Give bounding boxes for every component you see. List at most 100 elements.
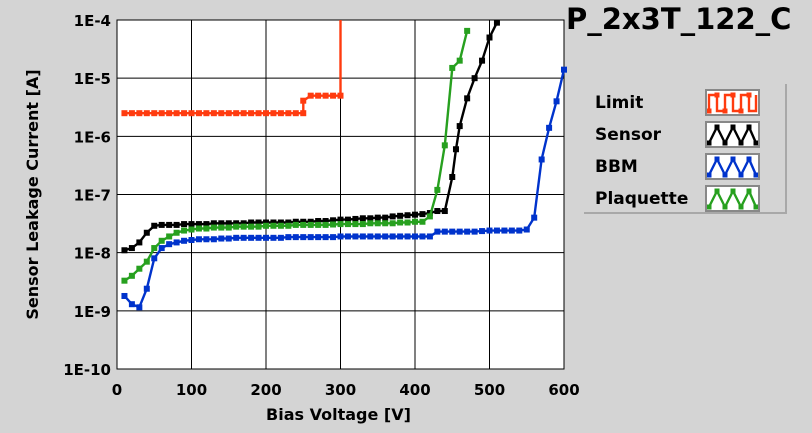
x-tick-label: 100 <box>176 381 207 399</box>
data-point-bbm <box>300 234 307 241</box>
data-point-bbm <box>389 233 396 240</box>
legend-marker <box>707 108 712 114</box>
x-tick-label: 600 <box>548 381 579 399</box>
data-point-bbm <box>374 233 381 240</box>
data-point-limit <box>248 110 255 117</box>
data-point-plaquette <box>397 219 404 226</box>
data-point-bbm <box>404 233 411 240</box>
y-tick-label: 1E-10 <box>63 361 111 379</box>
legend-marker <box>753 172 758 178</box>
data-point-bbm <box>449 228 456 235</box>
x-tick-label: 0 <box>112 381 122 399</box>
data-point-plaquette <box>240 223 247 230</box>
data-point-plaquette <box>173 229 180 236</box>
legend-marker <box>722 140 728 146</box>
data-point-plaquette <box>426 213 433 220</box>
legend-marker <box>738 204 744 210</box>
data-point-sensor <box>225 220 232 227</box>
data-point-sensor <box>374 214 381 221</box>
legend-marker <box>746 188 752 194</box>
data-point-bbm <box>307 234 314 241</box>
data-point-bbm <box>285 234 292 241</box>
data-point-sensor <box>404 212 411 219</box>
legend-marker <box>746 92 752 98</box>
legend-marker <box>746 124 752 130</box>
legend-item-sensor: Sensor <box>584 119 784 151</box>
data-point-sensor <box>158 221 165 228</box>
data-point-sensor <box>479 57 486 64</box>
data-point-sensor <box>285 219 292 226</box>
y-tick-label: 1E-6 <box>74 128 111 146</box>
data-point-bbm <box>181 237 188 244</box>
y-tick-label: 1E-4 <box>74 12 111 30</box>
data-point-limit <box>151 110 158 117</box>
data-point-sensor <box>412 211 418 218</box>
legend-marker <box>730 124 736 130</box>
data-point-sensor <box>248 219 255 226</box>
data-point-plaquette <box>292 221 299 228</box>
data-point-sensor <box>210 220 217 227</box>
data-point-bbm <box>330 234 337 241</box>
data-point-sensor <box>315 218 322 225</box>
data-point-sensor <box>203 221 210 228</box>
data-point-plaquette <box>270 222 277 229</box>
data-point-plaquette <box>277 222 284 229</box>
data-point-limit <box>292 110 299 117</box>
data-point-plaquette <box>449 64 456 71</box>
data-point-sensor <box>452 146 459 153</box>
y-tick-label: 1E-8 <box>74 245 111 263</box>
y-tick-label: 1E-9 <box>74 303 111 321</box>
data-point-bbm <box>479 228 486 235</box>
data-point-plaquette <box>307 221 314 228</box>
data-point-bbm <box>352 233 359 240</box>
data-point-bbm <box>322 234 329 241</box>
data-point-plaquette <box>166 233 173 240</box>
data-point-limit <box>285 110 292 117</box>
data-point-sensor <box>136 239 143 246</box>
y-axis-label: Sensor Leakage Current [A] <box>23 69 42 319</box>
data-point-bbm <box>188 237 195 244</box>
legend-marker <box>753 140 758 146</box>
data-point-limit <box>322 92 329 99</box>
data-point-limit <box>330 92 337 99</box>
data-point-limit <box>195 110 202 117</box>
data-point-sensor <box>382 214 389 221</box>
data-point-bbm <box>151 255 158 262</box>
x-axis-label: Bias Voltage [V] <box>266 405 411 424</box>
data-point-bbm <box>486 227 493 234</box>
data-point-sensor <box>300 218 307 225</box>
data-point-plaquette <box>344 221 351 228</box>
data-point-bbm <box>344 233 351 240</box>
data-point-limit <box>143 110 150 117</box>
data-point-bbm <box>128 301 135 308</box>
data-point-limit <box>233 110 240 117</box>
data-point-limit <box>255 110 262 117</box>
data-point-sensor <box>352 215 359 222</box>
data-point-plaquette <box>330 221 337 228</box>
data-point-limit <box>188 110 195 117</box>
y-tick-label: 1E-5 <box>74 70 111 88</box>
data-point-plaquette <box>151 245 158 252</box>
legend-marker <box>746 156 752 162</box>
data-point-bbm <box>121 292 128 299</box>
data-point-plaquette <box>434 186 441 193</box>
data-point-plaquette <box>121 277 128 284</box>
data-point-bbm <box>255 234 262 241</box>
legend-marker <box>707 140 712 146</box>
data-point-plaquette <box>195 225 202 232</box>
data-point-sensor <box>493 19 500 26</box>
data-point-sensor <box>188 221 195 228</box>
data-point-limit <box>121 110 128 117</box>
data-point-bbm <box>464 228 471 235</box>
data-point-plaquette <box>128 272 135 279</box>
legend-swatch-limit <box>705 89 760 116</box>
legend-line-limit <box>707 93 758 113</box>
data-point-plaquette <box>359 221 366 228</box>
data-point-plaquette <box>233 223 240 230</box>
data-point-plaquette <box>143 258 150 265</box>
y-tick-label: 1E-7 <box>74 187 111 205</box>
data-point-sensor <box>307 218 314 225</box>
data-point-bbm <box>248 234 255 241</box>
data-point-plaquette <box>203 225 210 232</box>
